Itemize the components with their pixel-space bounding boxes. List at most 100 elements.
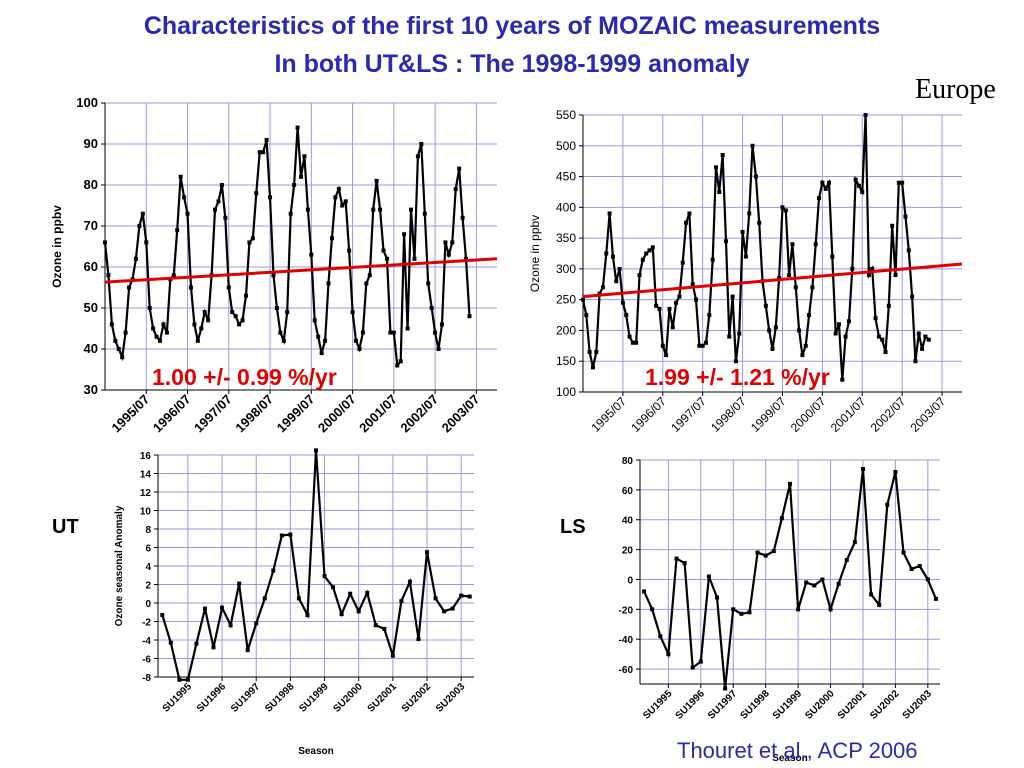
data-point	[820, 577, 825, 582]
data-point	[813, 242, 818, 247]
data-point	[680, 260, 685, 265]
slide-title-line2: In both UT&LS : The 1998-1999 anomaly	[274, 50, 750, 78]
x-tick-label: SU2001	[836, 688, 870, 722]
data-point	[740, 229, 745, 234]
data-point	[185, 677, 190, 682]
x-tick-label: 2001/07	[356, 392, 400, 436]
data-point	[127, 285, 132, 290]
x-tick-label: SU1996	[195, 681, 229, 715]
data-point	[885, 502, 890, 507]
y-tick-label: 8	[145, 525, 151, 536]
data-point	[279, 533, 284, 538]
data-point	[137, 224, 142, 228]
data-point	[844, 558, 849, 563]
data-point	[704, 340, 709, 345]
data-point	[178, 174, 183, 179]
data-point	[800, 353, 805, 358]
data-point	[870, 266, 875, 271]
data-point	[720, 153, 725, 158]
x-tick-label: 2003/07	[908, 394, 949, 435]
data-point	[464, 256, 469, 261]
data-point	[439, 322, 444, 327]
y-tick-label: 500	[556, 139, 576, 153]
region-label: Europe	[915, 74, 996, 105]
y-axis-label: Ozone in ppbv	[528, 215, 542, 292]
data-point	[901, 550, 906, 555]
y-tick-label: 250	[556, 293, 576, 307]
series-line	[103, 127, 471, 369]
y-tick-label: 60	[622, 486, 634, 497]
data-point	[812, 583, 817, 588]
y-tick-label: 100	[76, 95, 98, 110]
x-tick-label: 2001/07	[828, 394, 869, 435]
x-tick-label: 1998/07	[232, 392, 276, 436]
y-tick-label: 30	[84, 382, 98, 397]
data-point	[371, 207, 376, 212]
data-point	[442, 609, 447, 614]
data-point	[739, 611, 744, 616]
data-point	[264, 137, 269, 142]
trend-line	[104, 257, 498, 284]
data-point	[319, 351, 324, 356]
data-point	[877, 602, 882, 607]
x-tick-label: 2002/07	[397, 392, 441, 436]
data-point	[278, 330, 283, 335]
data-point	[773, 325, 778, 330]
data-point	[916, 331, 921, 336]
y-tick-label: 10	[140, 507, 152, 518]
data-point	[642, 589, 647, 594]
y-tick-label: -8	[142, 673, 151, 684]
data-point	[281, 338, 286, 343]
data-point	[309, 252, 314, 257]
data-point	[331, 585, 336, 590]
x-tick-label: SU2002	[868, 688, 902, 722]
data-point	[312, 318, 317, 323]
data-point	[788, 481, 792, 486]
citation: Thouret et al., ACP 2006	[677, 738, 918, 763]
slide-title-line1: Characteristics of the first 10 years of…	[143, 12, 881, 40]
data-point	[296, 596, 301, 601]
data-point	[869, 592, 874, 597]
data-point	[237, 322, 242, 327]
data-point	[295, 125, 300, 130]
data-point	[388, 330, 393, 335]
data-point	[185, 211, 190, 216]
data-point	[350, 310, 355, 315]
data-point	[323, 338, 328, 343]
data-point	[690, 282, 695, 287]
data-point	[926, 337, 931, 342]
x-tick-label: SU1997	[229, 681, 263, 715]
data-point	[443, 240, 448, 245]
data-point	[151, 326, 156, 331]
x-tick-label: 2000/07	[788, 394, 829, 435]
data-point	[450, 606, 455, 611]
data-point	[271, 568, 276, 573]
data-point	[322, 574, 327, 579]
data-point	[750, 143, 755, 148]
data-point	[817, 196, 822, 201]
x-tick-label: 2003/07	[439, 392, 483, 436]
y-tick-label: 50	[84, 300, 98, 315]
data-point	[925, 577, 930, 582]
data-point	[682, 561, 687, 566]
data-point	[271, 273, 276, 278]
data-point	[228, 623, 233, 628]
data-point	[604, 251, 609, 256]
data-point	[590, 365, 595, 370]
x-tick-label: 1997/07	[668, 394, 709, 435]
data-point	[723, 239, 728, 244]
y-tick-label: 0	[145, 599, 151, 610]
y-tick-label: 4	[145, 562, 151, 573]
data-point	[356, 609, 361, 614]
data-point	[767, 328, 772, 333]
x-tick-label: SU1995	[161, 681, 195, 715]
data-point	[384, 256, 389, 261]
data-point	[467, 314, 472, 319]
data-point	[893, 273, 898, 278]
data-point	[199, 326, 204, 331]
data-point	[453, 187, 458, 192]
x-tick-label: SU1996	[674, 688, 708, 722]
